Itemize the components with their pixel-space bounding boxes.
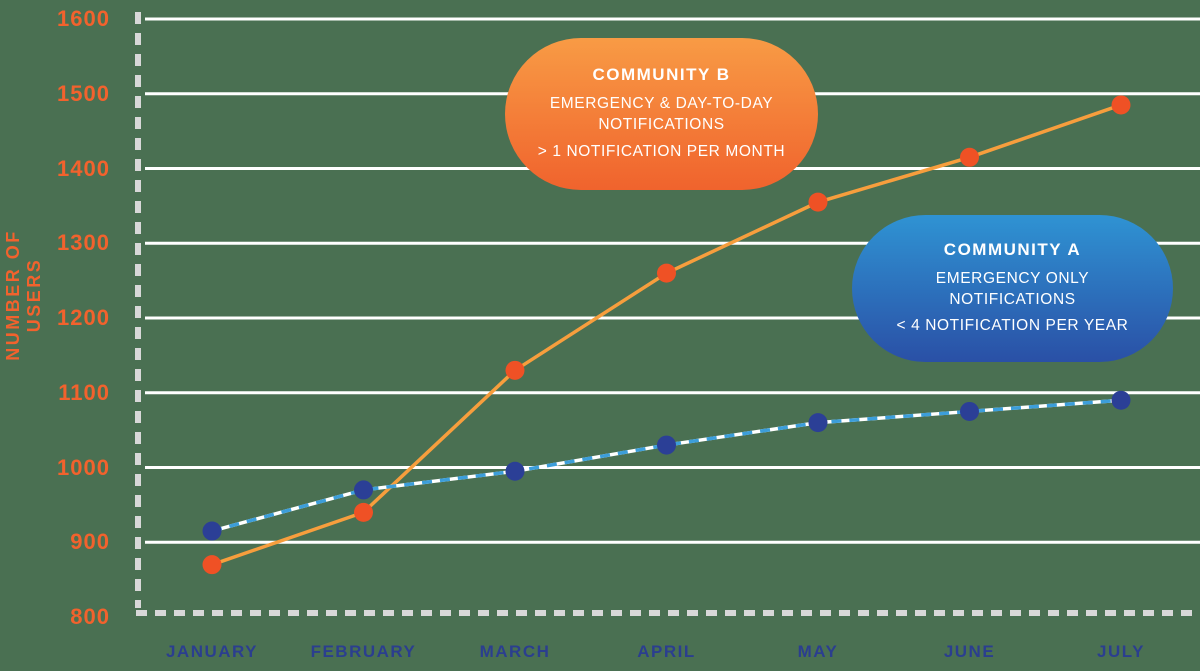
- data-point-community-b: [808, 192, 828, 212]
- x-tick-label: MARCH: [479, 642, 551, 661]
- community-a-line: [211, 398, 1122, 533]
- x-tick-label: JUNE: [943, 642, 996, 661]
- data-point-community-a: [202, 521, 222, 541]
- data-point-community-b: [354, 502, 373, 522]
- y-tick-label: 1000: [57, 454, 110, 480]
- data-point-community-a: [1111, 390, 1131, 410]
- community-b-frequency: > 1 NOTIFICATION PER MONTH: [537, 142, 786, 160]
- community-a-callout: COMMUNITY A EMERGENCY ONLY NOTIFICATIONS…: [852, 215, 1173, 362]
- data-point-community-b: [202, 555, 222, 575]
- x-tick-label: APRIL: [637, 642, 696, 661]
- x-tick-label: JANUARY: [165, 642, 259, 661]
- y-tick-label: 1500: [57, 80, 110, 106]
- x-tick-label: MAY: [797, 642, 839, 661]
- data-point-community-b: [1111, 95, 1131, 115]
- community-b-description: EMERGENCY & DAY-TO-DAY NOTIFICATIONS: [549, 95, 774, 134]
- y-tick-label: 900: [70, 529, 110, 555]
- community-a-frequency: < 4 NOTIFICATION PER YEAR: [896, 317, 1129, 335]
- community-a-line-underlay: [211, 398, 1122, 533]
- data-point-community-b: [657, 263, 676, 283]
- data-point-community-a: [657, 435, 676, 455]
- community-a-description: EMERGENCY ONLY NOTIFICATIONS: [935, 269, 1090, 308]
- y-tick-label: 1400: [57, 155, 110, 181]
- community-b-title: COMMUNITY B: [592, 65, 731, 85]
- data-point-community-a: [808, 413, 828, 433]
- y-tick-label: 1600: [57, 6, 110, 31]
- y-tick-label: 1200: [57, 305, 110, 330]
- data-point-community-a: [960, 401, 979, 421]
- y-tick-label: 800: [70, 604, 110, 629]
- x-tick-label: FEBRUARY: [310, 642, 417, 661]
- data-point-community-b: [960, 147, 979, 167]
- data-point-community-a: [505, 461, 525, 481]
- y-axis-title: NUMBER OF USERS: [3, 229, 44, 361]
- y-tick-label: 1300: [57, 230, 110, 256]
- community-a-title: COMMUNITY A: [943, 239, 1082, 259]
- y-tick-label: 1100: [58, 379, 110, 405]
- community-b-callout: COMMUNITY B EMERGENCY & DAY-TO-DAY NOTIF…: [505, 38, 818, 190]
- data-point-community-b: [505, 360, 525, 380]
- data-point-community-a: [354, 480, 373, 500]
- x-tick-label: JULY: [1097, 642, 1145, 661]
